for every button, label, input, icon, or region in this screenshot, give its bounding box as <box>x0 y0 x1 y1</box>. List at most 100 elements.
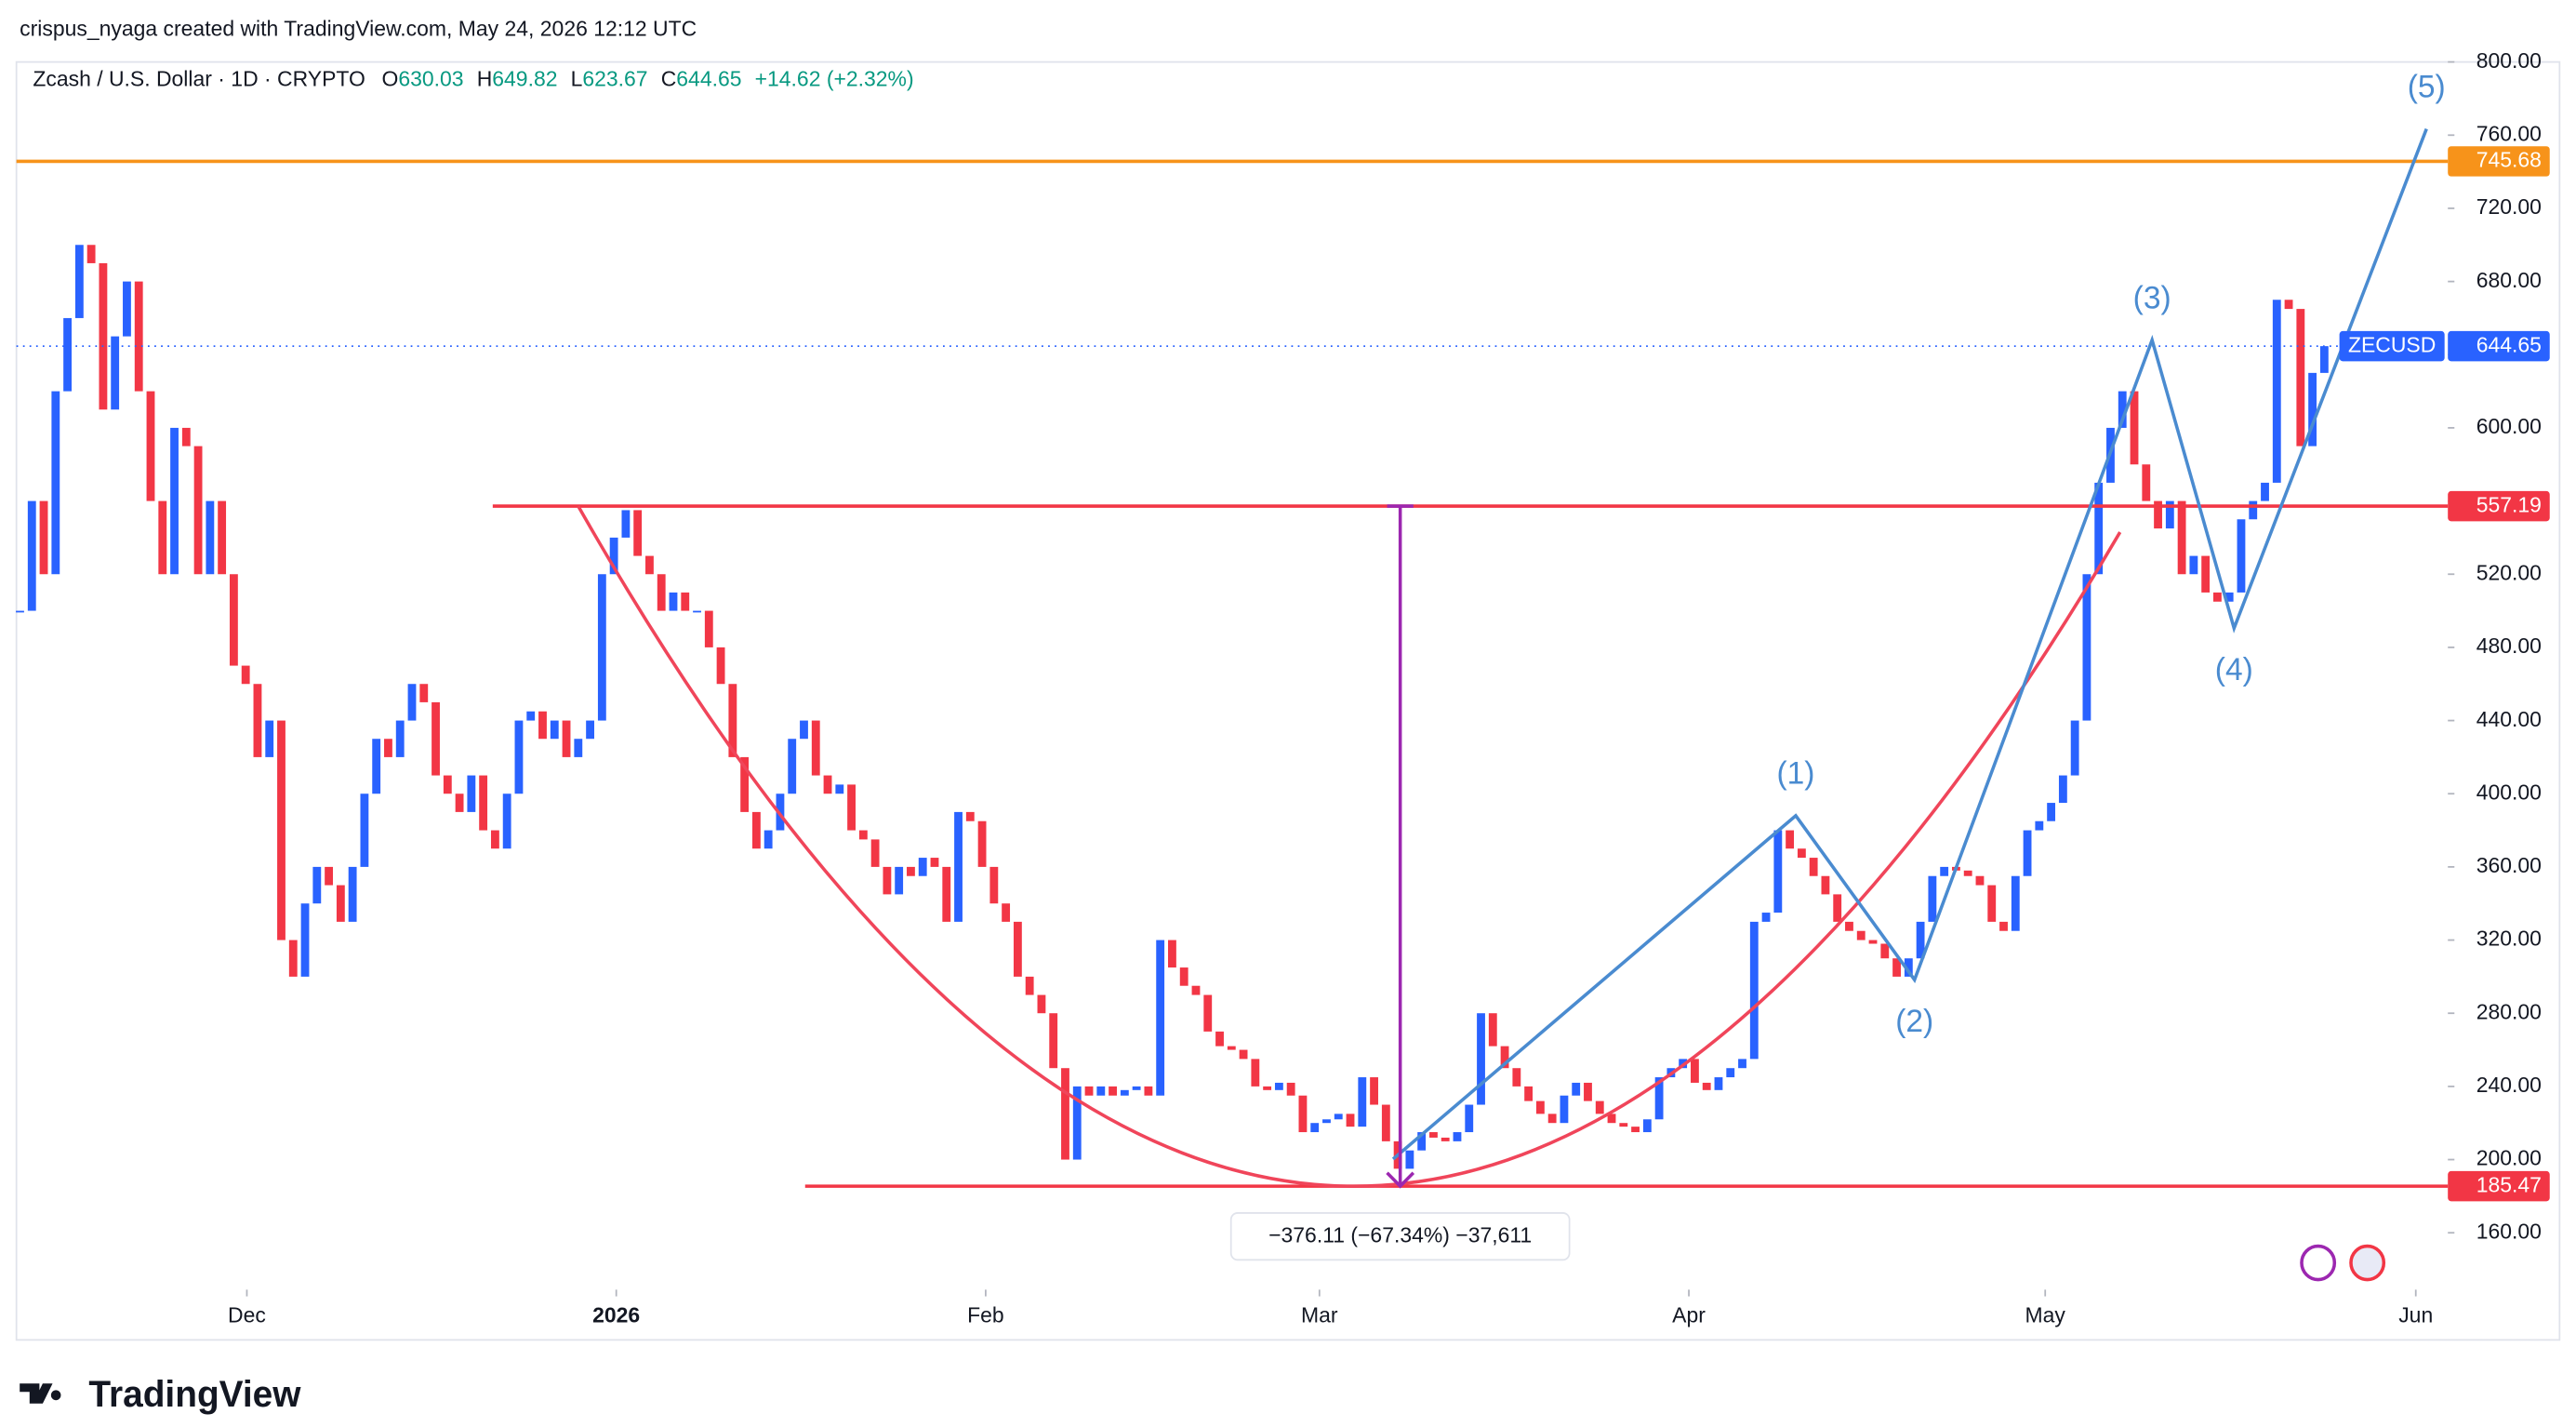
candle <box>1987 885 1997 922</box>
brand-name: TradingView <box>88 1374 301 1415</box>
candle <box>740 756 750 812</box>
candle <box>2165 500 2174 529</box>
candle <box>2118 391 2127 428</box>
wave-line <box>1391 127 2428 1161</box>
candle <box>2023 830 2032 876</box>
wave-label: (2) <box>1895 1004 1933 1039</box>
candle <box>800 720 808 740</box>
candle <box>419 684 429 702</box>
candle <box>51 391 60 575</box>
y-tick-label: 200.00 <box>2476 1146 2542 1170</box>
candle <box>1928 875 1937 922</box>
candle <box>1120 1089 1129 1096</box>
candle <box>288 940 298 977</box>
y-tick-label: 280.00 <box>2476 999 2542 1023</box>
candle <box>1322 1119 1331 1124</box>
candle <box>1797 848 1806 859</box>
y-tick-label: 320.00 <box>2476 927 2542 951</box>
candle <box>2272 300 2281 483</box>
candle <box>1761 913 1771 922</box>
candle <box>1560 1095 1569 1124</box>
candle <box>1109 1086 1117 1096</box>
candle <box>693 610 701 613</box>
candle <box>883 866 892 895</box>
candle <box>2130 391 2139 465</box>
candle <box>1358 1077 1367 1127</box>
symbol-title: Zcash / U.S. Dollar · 1D · CRYPTO <box>33 66 365 90</box>
candle <box>467 775 476 812</box>
x-tick-label: Apr <box>1672 1302 1706 1327</box>
candle <box>2035 820 2044 831</box>
candle <box>2070 720 2079 776</box>
candle <box>562 720 571 757</box>
brand: TradingView <box>20 1374 301 1415</box>
candle <box>407 684 417 721</box>
candle <box>455 794 464 812</box>
candle <box>134 281 143 392</box>
candle <box>1453 1132 1462 1141</box>
y-tick-label: 760.00 <box>2476 121 2542 145</box>
candle <box>621 510 631 538</box>
candle <box>1904 958 1913 977</box>
y-tick-label: 600.00 <box>2476 414 2542 438</box>
candle <box>158 500 167 575</box>
candle <box>574 739 583 757</box>
candle <box>63 317 73 392</box>
candle <box>1975 875 1985 886</box>
candle <box>325 866 334 886</box>
wave-label: (3) <box>2133 280 2171 315</box>
logo <box>20 1383 61 1404</box>
candle <box>348 866 357 922</box>
y-tick-label: 520.00 <box>2476 560 2542 584</box>
legend-value: 630.03 <box>398 66 463 90</box>
candle <box>1738 1059 1746 1069</box>
candle <box>1524 1086 1534 1101</box>
candle <box>1488 1013 1497 1047</box>
candle <box>1868 940 1878 944</box>
candle <box>1963 870 1972 876</box>
candle <box>146 391 155 501</box>
candle <box>526 711 536 721</box>
candle <box>1334 1114 1343 1120</box>
candle <box>1346 1114 1355 1127</box>
candle <box>218 500 227 575</box>
candle <box>977 820 987 867</box>
candle <box>241 665 250 685</box>
candle <box>265 720 274 757</box>
candle <box>835 784 844 794</box>
candle <box>847 784 856 831</box>
x-tick-label: 2026 <box>592 1302 640 1327</box>
wave-label: (4) <box>2215 652 2253 687</box>
candle <box>1500 1046 1509 1069</box>
y-tick-label: 360.00 <box>2476 853 2542 877</box>
candle <box>657 574 666 611</box>
candle <box>1239 1049 1248 1060</box>
y-tick-label: 480.00 <box>2476 633 2542 658</box>
candle <box>277 720 285 940</box>
candle <box>1607 1114 1616 1124</box>
wave-label: (5) <box>2408 69 2446 104</box>
candle <box>170 427 179 575</box>
candle <box>1572 1082 1581 1096</box>
candle <box>1477 1013 1485 1105</box>
legend-key: O <box>382 66 399 90</box>
candle <box>181 427 191 447</box>
icon <box>2300 1244 2337 1282</box>
candle <box>751 811 761 849</box>
candle <box>490 830 499 849</box>
candle <box>1845 921 1853 931</box>
candle <box>538 711 547 740</box>
candle <box>1251 1059 1260 1087</box>
candle <box>1037 994 1046 1014</box>
candle <box>1381 1104 1390 1141</box>
candle <box>2213 592 2222 602</box>
candle <box>1002 903 1011 922</box>
candle <box>1773 830 1783 914</box>
candle <box>2224 592 2234 602</box>
candle <box>1619 1123 1628 1127</box>
legend-value: 623.67 <box>582 66 647 90</box>
icon <box>2349 1244 2386 1282</box>
candle <box>681 592 690 611</box>
candle <box>1286 1082 1295 1096</box>
candle <box>1833 894 1842 922</box>
